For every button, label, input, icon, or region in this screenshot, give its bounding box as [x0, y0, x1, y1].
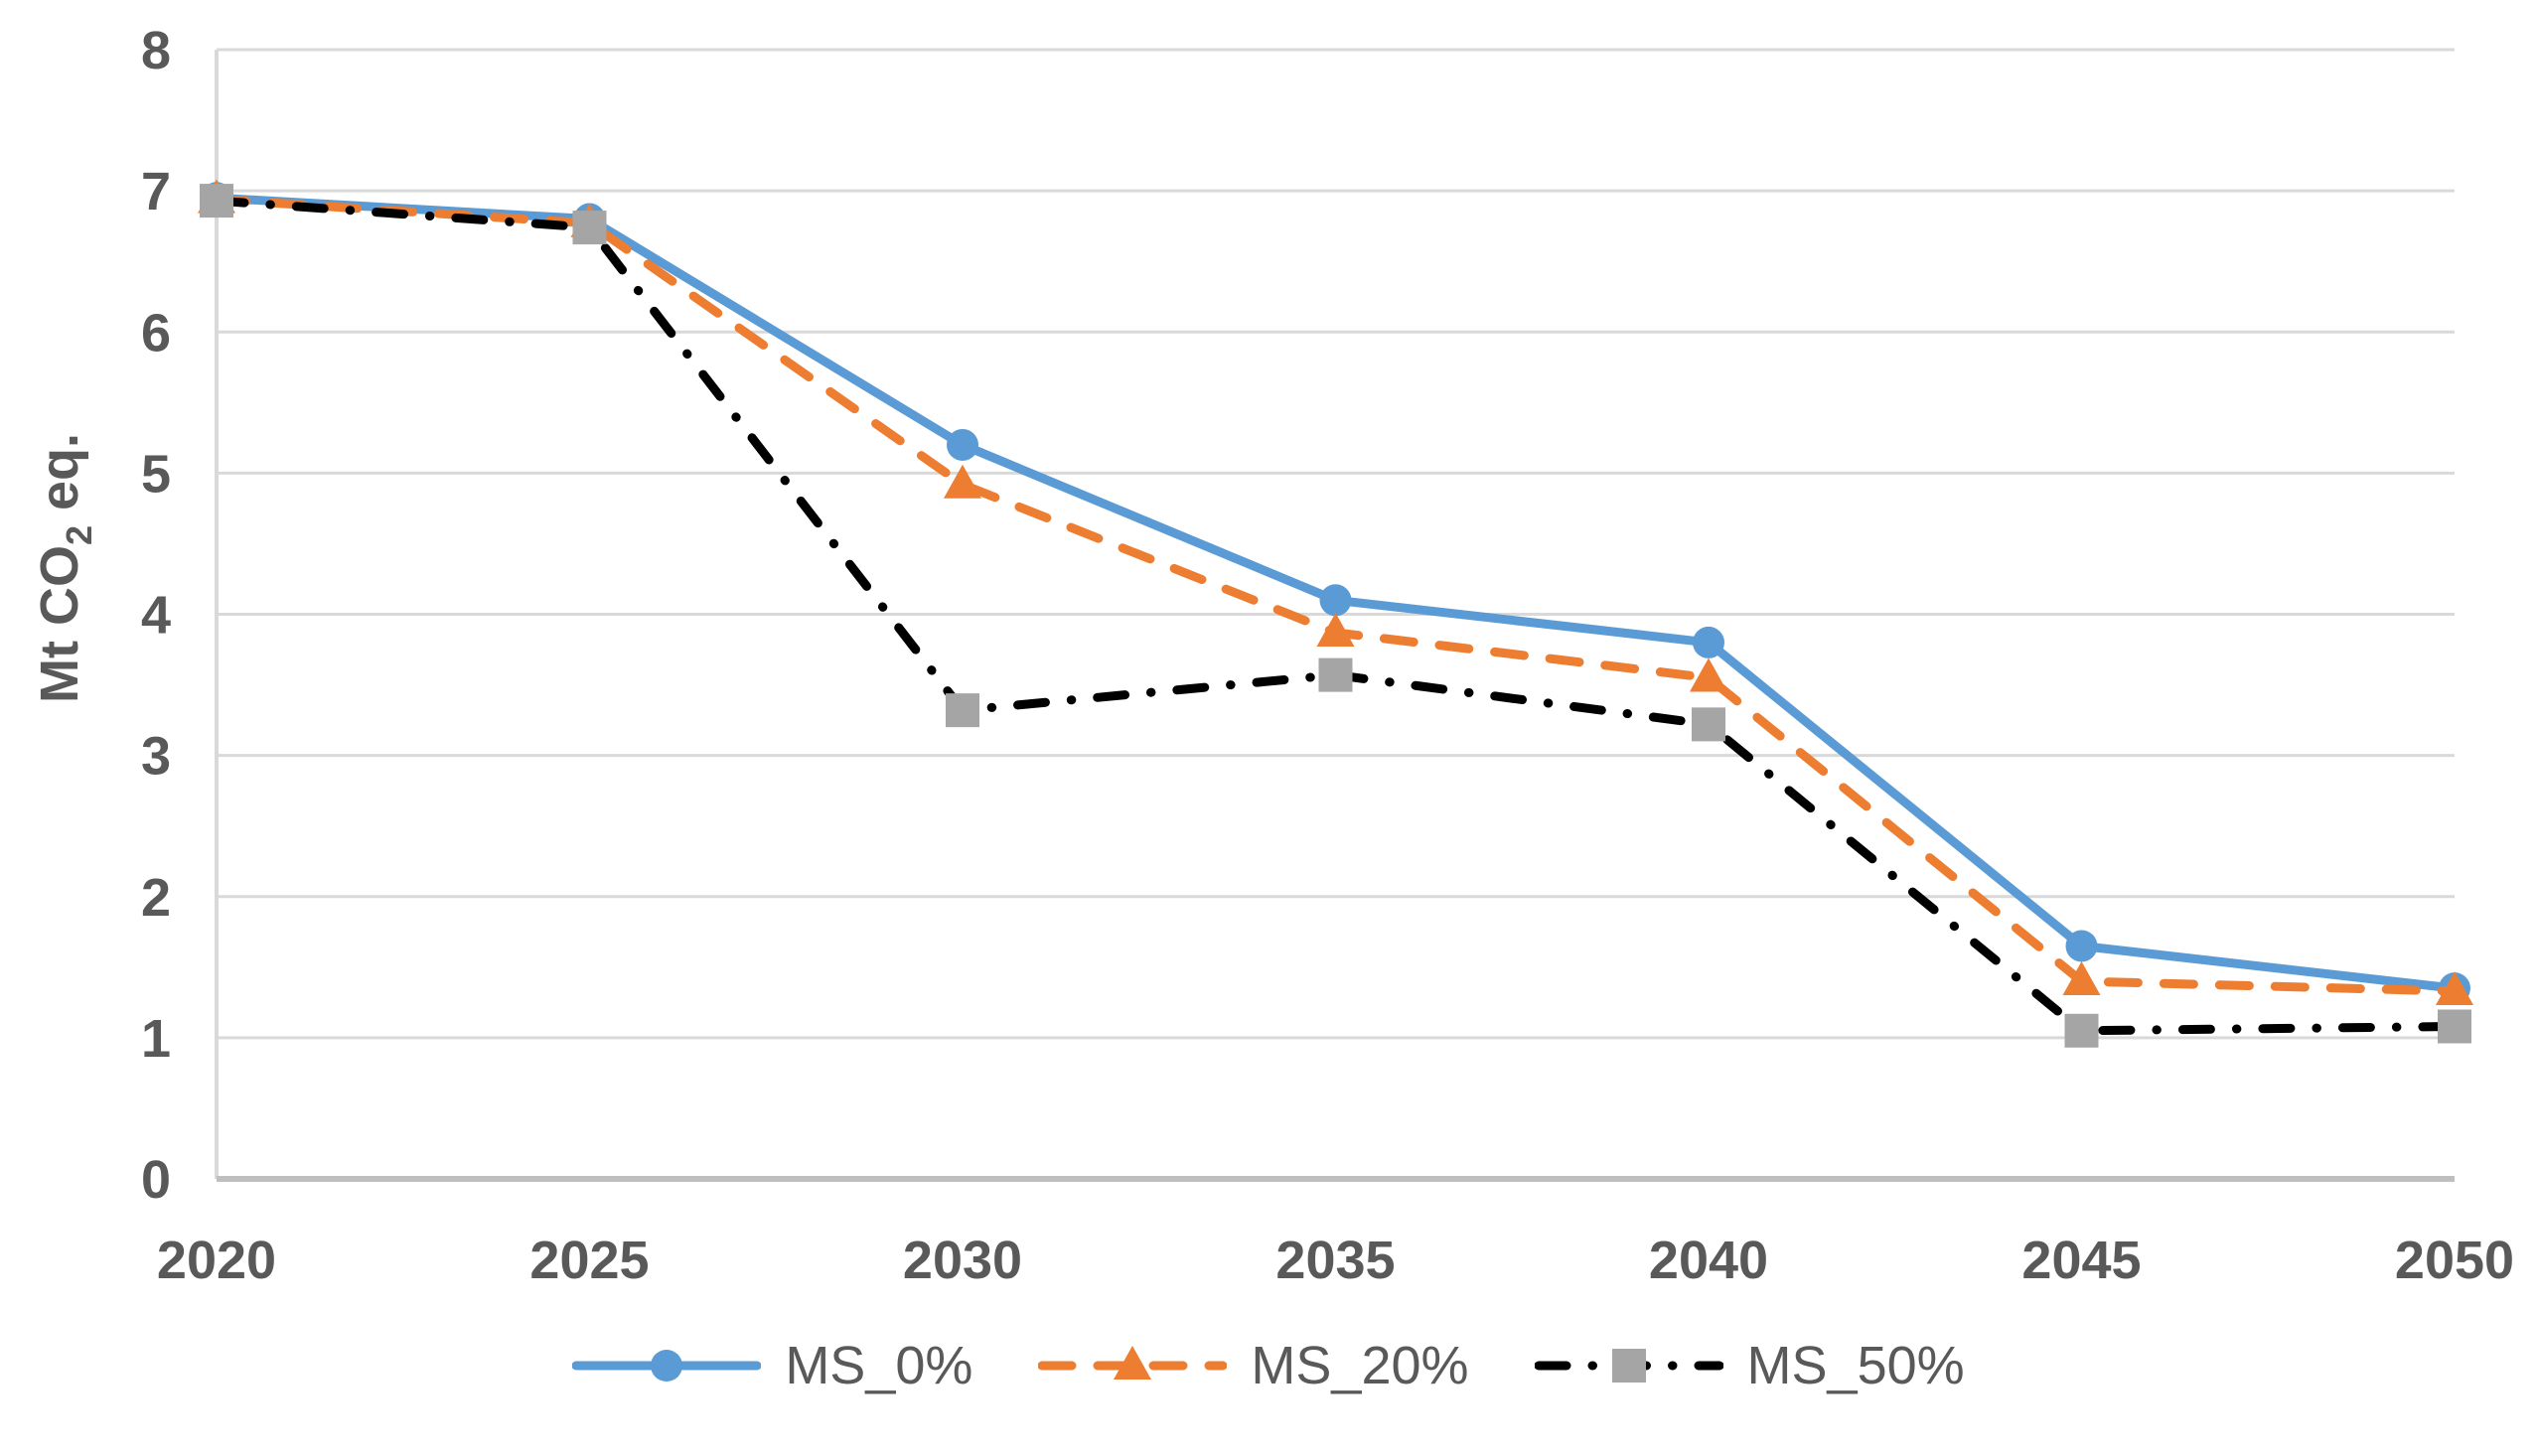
legend-marker-MS_20% — [1114, 1346, 1152, 1380]
legend-label: MS_50% — [1746, 1336, 1965, 1395]
legend-marker-MS_0% — [651, 1350, 683, 1382]
marker-MS_0%-2045 — [2065, 930, 2098, 962]
x-tick-label: 2025 — [529, 1231, 649, 1290]
x-tick-label: 2035 — [1275, 1231, 1395, 1290]
marker-MS_50%-2020 — [200, 184, 233, 218]
y-tick-label: 5 — [141, 444, 171, 504]
series-MS_50% — [200, 184, 2471, 1048]
legend-label: MS_0% — [785, 1336, 973, 1395]
y-tick-label: 1 — [141, 1009, 171, 1069]
chart-legend: MS_0% MS_20% MS_50% — [0, 1339, 2537, 1392]
marker-MS_50%-2035 — [1318, 657, 1353, 692]
marker-MS_20%-2045 — [2062, 961, 2101, 996]
marker-MS_0%-2040 — [1693, 626, 1724, 658]
legend-item-MS_50%: MS_50% — [1534, 1336, 1965, 1395]
marker-MS_20%-2050 — [2436, 970, 2473, 1005]
legend-marker-MS_50% — [1611, 1349, 1646, 1383]
legend-key-circle-icon — [572, 1350, 762, 1382]
y-tick-label: 2 — [141, 868, 171, 928]
marker-MS_20%-2035 — [1316, 612, 1355, 647]
legend-item-MS_0%: MS_0% — [572, 1339, 972, 1392]
y-axis-tick-labels: 0 1 2 3 4 5 6 7 8 — [141, 21, 171, 1210]
y-tick-label: 7 — [141, 162, 171, 221]
marker-MS_50%-2050 — [2438, 1009, 2471, 1044]
x-tick-label: 2050 — [2395, 1231, 2514, 1290]
y-axis-title: Mt CO2 eq. — [30, 433, 99, 703]
marker-MS_0%-2035 — [1319, 584, 1352, 617]
legend-label: MS_20% — [1251, 1336, 1469, 1395]
y-tick-label: 6 — [141, 303, 171, 363]
series-MS_0% — [201, 182, 2470, 1005]
y-tick-label: 0 — [141, 1150, 171, 1210]
marker-MS_50%-2030 — [946, 693, 979, 728]
marker-MS_0%-2030 — [947, 428, 978, 461]
y-tick-label: 3 — [141, 727, 171, 787]
marker-MS_20%-2030 — [944, 464, 981, 499]
y-tick-label: 4 — [141, 586, 171, 646]
x-tick-label: 2045 — [2021, 1231, 2141, 1290]
gridlines — [217, 48, 2455, 1040]
x-tick-label: 2040 — [1649, 1231, 1768, 1290]
marker-MS_20%-2040 — [1690, 657, 1727, 692]
x-tick-label: 2030 — [903, 1231, 1022, 1290]
y-tick-label: 8 — [141, 21, 171, 80]
legend-key-square-icon — [1534, 1349, 1723, 1383]
x-axis-tick-labels: 2020 2025 2030 2035 2040 2045 2050 — [157, 1231, 2514, 1290]
legend-item-MS_20%: MS_20% — [1038, 1336, 1469, 1395]
x-tick-label: 2020 — [157, 1231, 276, 1290]
marker-MS_50%-2025 — [572, 211, 607, 245]
marker-MS_50%-2045 — [2064, 1013, 2099, 1048]
marker-MS_50%-2040 — [1692, 707, 1725, 742]
legend-key-triangle-icon — [1038, 1346, 1228, 1380]
